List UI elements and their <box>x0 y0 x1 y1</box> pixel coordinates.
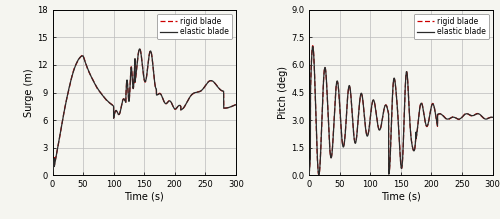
rigid blade <box>488 116 494 119</box>
Y-axis label: Surge (m): Surge (m) <box>24 68 34 117</box>
elastic blade <box>490 116 496 119</box>
rigid blade <box>94 87 100 89</box>
rigid blade <box>490 116 496 119</box>
elastic blade <box>306 174 312 177</box>
elastic blade <box>232 104 237 106</box>
rigid blade <box>376 126 382 129</box>
Legend: rigid blade, elastic blade: rigid blade, elastic blade <box>414 14 488 39</box>
elastic blade <box>376 126 382 129</box>
elastic blade <box>94 86 100 89</box>
rigid blade <box>232 104 237 106</box>
Y-axis label: Pitch (deg): Pitch (deg) <box>278 66 288 119</box>
rigid blade <box>306 174 312 176</box>
rigid blade <box>349 107 355 109</box>
rigid blade <box>233 103 239 106</box>
elastic blade <box>233 103 239 106</box>
elastic blade <box>92 83 98 86</box>
rigid blade <box>350 133 356 135</box>
elastic blade <box>93 85 99 87</box>
elastic blade <box>488 116 494 118</box>
rigid blade <box>350 121 356 124</box>
X-axis label: Time (s): Time (s) <box>381 192 420 202</box>
rigid blade <box>310 44 316 47</box>
elastic blade <box>388 124 394 127</box>
rigid blade <box>92 83 98 86</box>
X-axis label: Time (s): Time (s) <box>124 192 164 202</box>
Line: elastic blade: elastic blade <box>52 49 236 175</box>
rigid blade <box>50 173 56 176</box>
elastic blade <box>310 45 316 48</box>
elastic blade <box>132 64 138 66</box>
rigid blade <box>93 85 99 88</box>
elastic blade <box>118 104 124 106</box>
elastic blade <box>350 133 356 136</box>
rigid blade <box>388 123 394 126</box>
rigid blade <box>136 47 142 50</box>
rigid blade <box>132 64 138 67</box>
rigid blade <box>316 174 322 177</box>
elastic blade <box>349 106 355 108</box>
Line: rigid blade: rigid blade <box>309 46 492 175</box>
Legend: rigid blade, elastic blade: rigid blade, elastic blade <box>157 14 232 39</box>
elastic blade <box>50 174 56 177</box>
elastic blade <box>350 120 356 123</box>
elastic blade <box>136 48 142 50</box>
Line: rigid blade: rigid blade <box>52 49 236 175</box>
Line: elastic blade: elastic blade <box>309 46 492 175</box>
rigid blade <box>118 103 124 106</box>
